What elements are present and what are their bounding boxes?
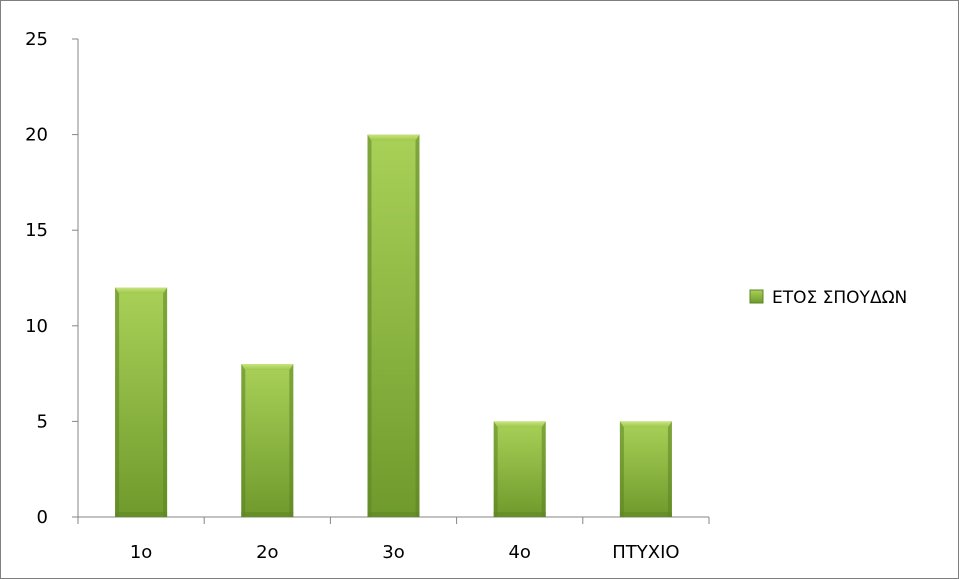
bar-bevel-left [241, 364, 246, 517]
bar-top-bevel [115, 287, 168, 294]
bar-body [367, 134, 420, 517]
bar[interactable] [241, 364, 294, 517]
y-tick-label: 25 [25, 29, 48, 50]
bar-top-bevel [367, 134, 420, 141]
x-tick-label: 2ο [256, 542, 278, 563]
bar-top-bevel [619, 421, 672, 428]
x-tick-label: 3ο [382, 542, 404, 563]
bar-bevel-right [415, 134, 420, 517]
y-tick-label: 15 [25, 220, 48, 241]
bar-bevel-left [367, 134, 372, 517]
legend-label: ΕΤΟΣ ΣΠΟΥΔΩΝ [772, 288, 907, 308]
bar-bevel-left [493, 421, 498, 517]
bar-bottom-shade [493, 512, 546, 517]
bar[interactable] [367, 134, 420, 517]
bar-bevel-left [115, 287, 120, 517]
bar-bottom-shade [115, 512, 168, 517]
bar-bevel-right [163, 287, 168, 517]
bar[interactable] [493, 421, 546, 517]
bar[interactable] [115, 287, 168, 517]
bar-bottom-shade [367, 512, 420, 517]
bar-bottom-shade [619, 512, 672, 517]
y-tick-label: 10 [25, 316, 48, 337]
x-tick-label: 4ο [508, 542, 530, 563]
bar-body [241, 364, 294, 517]
legend-swatch [749, 289, 764, 304]
bar-body [619, 421, 672, 517]
bar[interactable] [619, 421, 672, 517]
bar-bevel-right [289, 364, 294, 517]
bar-bevel-right [541, 421, 546, 517]
bar-bevel-right [667, 421, 672, 517]
bar-top-bevel [493, 421, 546, 428]
bar-top-bevel [241, 364, 294, 371]
y-tick-label: 0 [37, 507, 48, 528]
x-tick-label: 1ο [130, 542, 152, 563]
bar-body [115, 287, 168, 517]
bar-bottom-shade [241, 512, 294, 517]
y-tick-label: 5 [37, 411, 48, 432]
x-tick-label: ΠΤΥΧΙΟ [612, 542, 679, 563]
bar-body [493, 421, 546, 517]
y-tick-label: 20 [25, 125, 48, 146]
bar-bevel-left [619, 421, 624, 517]
legend: ΕΤΟΣ ΣΠΟΥΔΩΝ [749, 288, 907, 308]
